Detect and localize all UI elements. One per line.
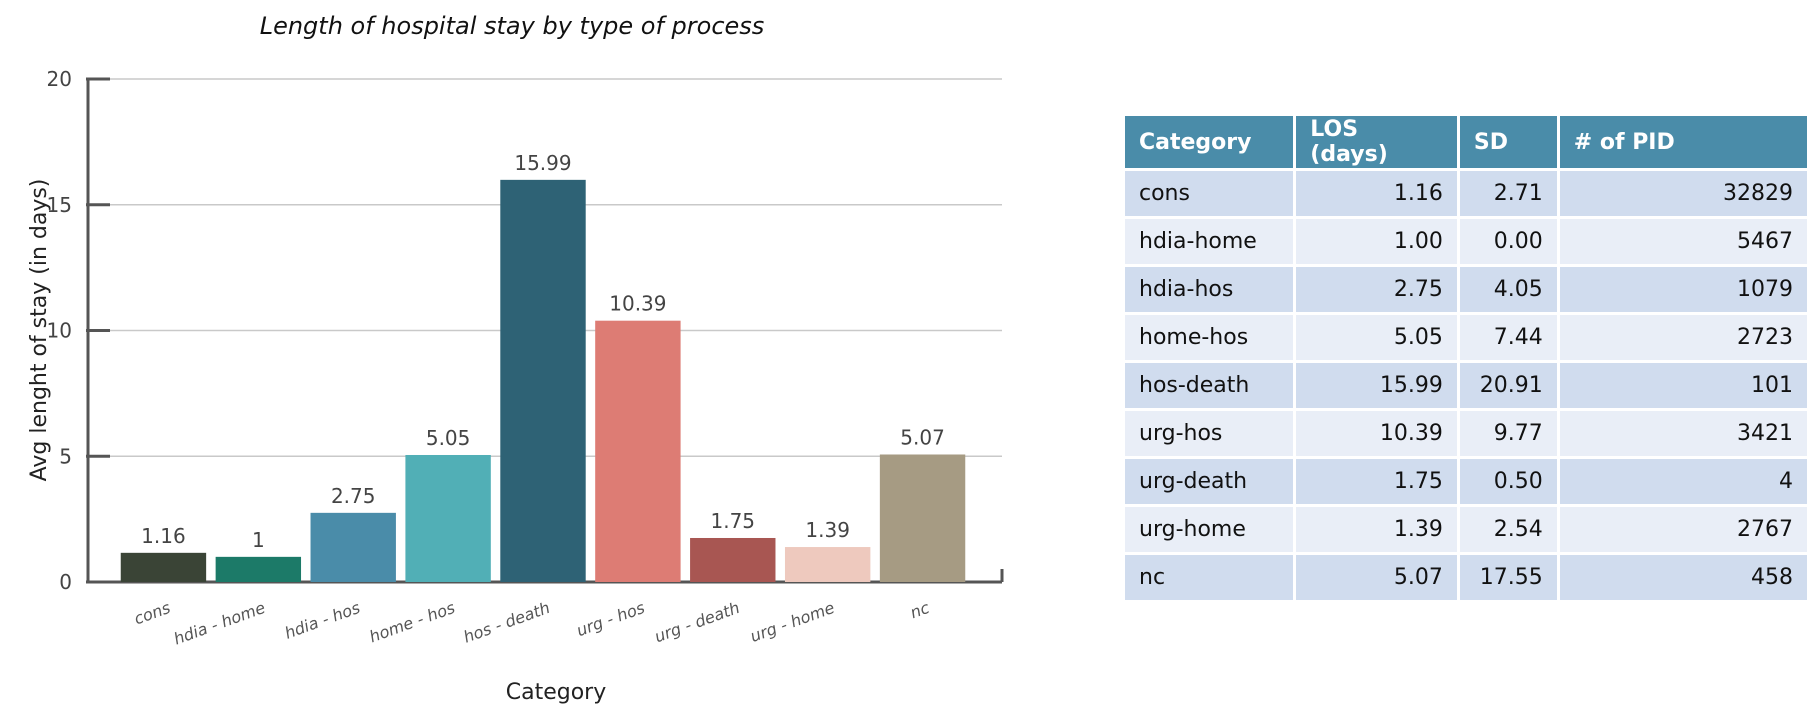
bar-value-label: 15.99 (514, 151, 571, 175)
table-cell: 1079 (1559, 267, 1807, 312)
table-row: home-hos 5.05 7.44 2723 (1125, 315, 1807, 360)
table-cell: home-hos (1125, 315, 1294, 360)
bar-chart: Length of hospital stay by type of proce… (27, 12, 1004, 705)
bar (500, 179, 586, 582)
table-row: urg-hos 10.39 9.77 3421 (1125, 411, 1807, 456)
category-label: urg - hos (574, 598, 647, 640)
x-axis-label: Category (506, 680, 607, 705)
table-cell: 15.99 (1296, 363, 1457, 408)
stats-table: Category LOS (days) SD # of PID cons 1.16… (1122, 113, 1810, 603)
header-los: LOS (days) (1296, 116, 1457, 168)
y-tick-label: 10 (47, 319, 72, 343)
table-cell: 10.39 (1296, 411, 1457, 456)
bar-value-label: 5.07 (900, 425, 945, 449)
table-cell: urg-home (1125, 507, 1294, 552)
y-tick-label: 5 (59, 444, 72, 468)
bar (879, 454, 966, 582)
table-row: urg-home 1.39 2.54 2767 (1125, 507, 1807, 552)
chart-title: Length of hospital stay by type of proce… (260, 12, 765, 40)
bar-value-label: 1.39 (805, 518, 850, 542)
category-label: urg - home (748, 598, 838, 646)
table-cell: 5.07 (1296, 555, 1457, 600)
bar-value-label: 1 (252, 528, 265, 552)
bar-value-label: 5.05 (426, 426, 471, 450)
category-label: nc (908, 598, 932, 622)
table-cell: 32829 (1559, 171, 1807, 216)
table-row: cons 1.16 2.71 32829 (1125, 171, 1807, 216)
category-label: urg - death (652, 598, 742, 646)
table-cell: 20.91 (1459, 363, 1557, 408)
table-cell: 0.00 (1459, 219, 1557, 264)
y-tick-label: 15 (47, 193, 72, 217)
y-tick-label: 0 (59, 570, 72, 594)
table-row: nc 5.07 17.55 458 (1125, 555, 1807, 600)
bar (405, 454, 491, 582)
table-cell: 5.05 (1296, 315, 1457, 360)
table-cell: 4 (1559, 459, 1807, 504)
table-cell: urg-death (1125, 459, 1294, 504)
bar (310, 512, 396, 582)
table-cell: 2.71 (1459, 171, 1557, 216)
table-cell: 2.54 (1459, 507, 1557, 552)
bar-value-label: 10.39 (609, 292, 666, 316)
table-cell: 17.55 (1459, 555, 1557, 600)
table-cell: 101 (1559, 363, 1807, 408)
category-label: cons (131, 598, 172, 629)
table-cell: cons (1125, 171, 1294, 216)
bar (215, 556, 302, 582)
table-cell: hdia-hos (1125, 267, 1294, 312)
table-cell: 1.00 (1296, 219, 1457, 264)
header-pid-count: # of PID (1559, 116, 1807, 168)
bar (690, 537, 776, 582)
table-cell: nc (1125, 555, 1294, 600)
table-cell: 9.77 (1459, 411, 1557, 456)
bar-value-label: 1.75 (711, 509, 756, 533)
bar (784, 547, 871, 582)
table-body: cons 1.16 2.71 32829 hdia-home 1.00 0.00 5467 hd… (1125, 171, 1807, 600)
table-cell: hos-death (1125, 363, 1294, 408)
table-cell: 7.44 (1459, 315, 1557, 360)
table-cell: 1.75 (1296, 459, 1457, 504)
category-label: hos - death (461, 598, 552, 647)
table-cell: 2723 (1559, 315, 1807, 360)
table-row: hdia-home 1.00 0.00 5467 (1125, 219, 1807, 264)
y-axis-ticks: 0 5 10 15 20 (47, 67, 72, 594)
category-label: home - hos (367, 598, 458, 646)
table-cell: 2.75 (1296, 267, 1457, 312)
table-cell: 3421 (1559, 411, 1807, 456)
bar (120, 552, 207, 582)
header-category: Category (1125, 116, 1294, 168)
bars-group (120, 179, 966, 582)
table-header-row: Category LOS (days) SD # of PID (1125, 116, 1807, 168)
table-cell: 1.16 (1296, 171, 1457, 216)
table-cell: urg-hos (1125, 411, 1294, 456)
y-tick-label: 20 (47, 67, 72, 91)
y-axis-label: Avg lenght of stay (in days) (27, 179, 52, 482)
category-label: hdia - home (171, 598, 268, 649)
header-sd: SD (1459, 116, 1557, 168)
table-cell: 5467 (1559, 219, 1807, 264)
table-cell: hdia-home (1125, 219, 1294, 264)
table-row: urg-death 1.75 0.50 4 (1125, 459, 1807, 504)
bar-value-label: 2.75 (331, 484, 376, 508)
table-cell: 458 (1559, 555, 1807, 600)
table-cell: 4.05 (1459, 267, 1557, 312)
table-row: hos-death 15.99 20.91 101 (1125, 363, 1807, 408)
bar-value-label: 1.16 (141, 524, 186, 548)
table-cell: 1.39 (1296, 507, 1457, 552)
category-label: hdia - hos (282, 598, 363, 643)
table-row: hdia-hos 2.75 4.05 1079 (1125, 267, 1807, 312)
value-labels: 1.16 1 2.75 5.05 15.99 10.39 1.75 1.39 5.07 (141, 151, 945, 552)
table-cell: 2767 (1559, 507, 1807, 552)
bar (595, 320, 681, 582)
table-cell: 0.50 (1459, 459, 1557, 504)
